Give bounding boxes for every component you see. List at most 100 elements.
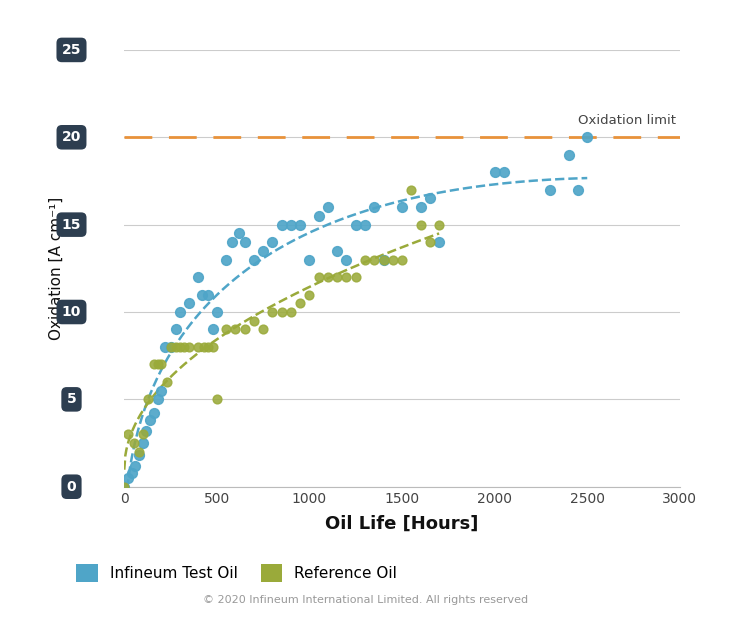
Point (144, 416, 156, 426)
Point (433, 237, 445, 247)
Point (387, 255, 398, 265)
Point (239, 237, 251, 247)
Point (156, 359, 167, 369)
Point (322, 202, 334, 212)
Point (368, 202, 380, 212)
Point (276, 307, 287, 317)
Point (198, 342, 210, 352)
Point (122, 429, 134, 439)
Point (220, 324, 232, 334)
Point (267, 307, 279, 317)
Point (359, 220, 371, 230)
Point (331, 246, 343, 256)
Point (295, 298, 306, 308)
Point (378, 255, 390, 265)
Point (257, 246, 269, 256)
Point (148, 359, 160, 369)
Point (202, 290, 213, 300)
Point (295, 220, 306, 230)
Point (248, 255, 260, 265)
X-axis label: Oil Life [Hours]: Oil Life [Hours] (325, 515, 479, 533)
Point (159, 342, 171, 352)
Point (192, 342, 204, 352)
Point (137, 438, 148, 448)
Point (118, 482, 130, 492)
Point (563, 150, 575, 160)
Point (143, 394, 154, 404)
Point (276, 220, 287, 230)
Point (350, 220, 362, 230)
Point (183, 298, 195, 308)
Point (170, 342, 182, 352)
Point (152, 359, 164, 369)
Point (396, 255, 408, 265)
Text: 10: 10 (62, 305, 81, 319)
Point (267, 237, 279, 247)
Point (285, 307, 297, 317)
Point (133, 451, 145, 461)
Point (313, 272, 325, 282)
Point (230, 324, 241, 334)
Text: 15: 15 (61, 218, 81, 232)
Point (156, 386, 167, 396)
Point (581, 132, 593, 142)
Point (148, 408, 160, 418)
Point (133, 447, 145, 457)
Point (414, 220, 426, 230)
Point (226, 237, 238, 247)
Point (396, 202, 408, 212)
Point (126, 468, 137, 478)
Point (545, 185, 556, 195)
Point (378, 255, 390, 265)
Point (129, 461, 141, 470)
Point (137, 429, 148, 439)
Point (174, 342, 186, 352)
Point (164, 342, 176, 352)
Point (202, 342, 213, 352)
Text: 0: 0 (67, 480, 76, 494)
Text: © 2020 Infineum International Limited. All rights reserved: © 2020 Infineum International Limited. A… (203, 595, 528, 605)
Point (118, 482, 130, 492)
Point (140, 426, 152, 436)
Point (183, 342, 195, 352)
Point (170, 324, 182, 334)
Point (406, 185, 417, 195)
Point (572, 185, 584, 195)
Point (239, 324, 251, 334)
Point (498, 167, 510, 177)
Point (414, 202, 426, 212)
Point (303, 255, 315, 265)
Point (192, 272, 204, 282)
Point (128, 438, 140, 448)
Point (350, 272, 362, 282)
Point (359, 255, 371, 265)
Point (341, 255, 352, 265)
Point (322, 272, 334, 282)
Text: Oxidation limit: Oxidation limit (578, 114, 676, 127)
Point (424, 237, 436, 247)
Point (178, 342, 189, 352)
Point (424, 193, 436, 203)
Point (211, 394, 223, 404)
Text: 25: 25 (61, 43, 81, 57)
Point (208, 324, 219, 334)
Point (489, 167, 501, 177)
Point (174, 307, 186, 317)
Point (211, 307, 223, 317)
Text: 5: 5 (67, 392, 76, 406)
Point (285, 220, 297, 230)
Point (164, 342, 176, 352)
Point (433, 220, 445, 230)
Point (208, 342, 219, 352)
Point (248, 316, 260, 326)
Point (220, 255, 232, 265)
Y-axis label: Oxidation [A cm⁻¹]: Oxidation [A cm⁻¹] (49, 197, 64, 340)
Point (161, 377, 173, 387)
Point (313, 211, 325, 221)
Point (233, 228, 245, 238)
Point (196, 290, 208, 300)
Point (341, 272, 352, 282)
Point (368, 255, 380, 265)
Legend: Infineum Test Oil, Reference Oil: Infineum Test Oil, Reference Oil (76, 564, 397, 582)
Point (152, 394, 164, 404)
